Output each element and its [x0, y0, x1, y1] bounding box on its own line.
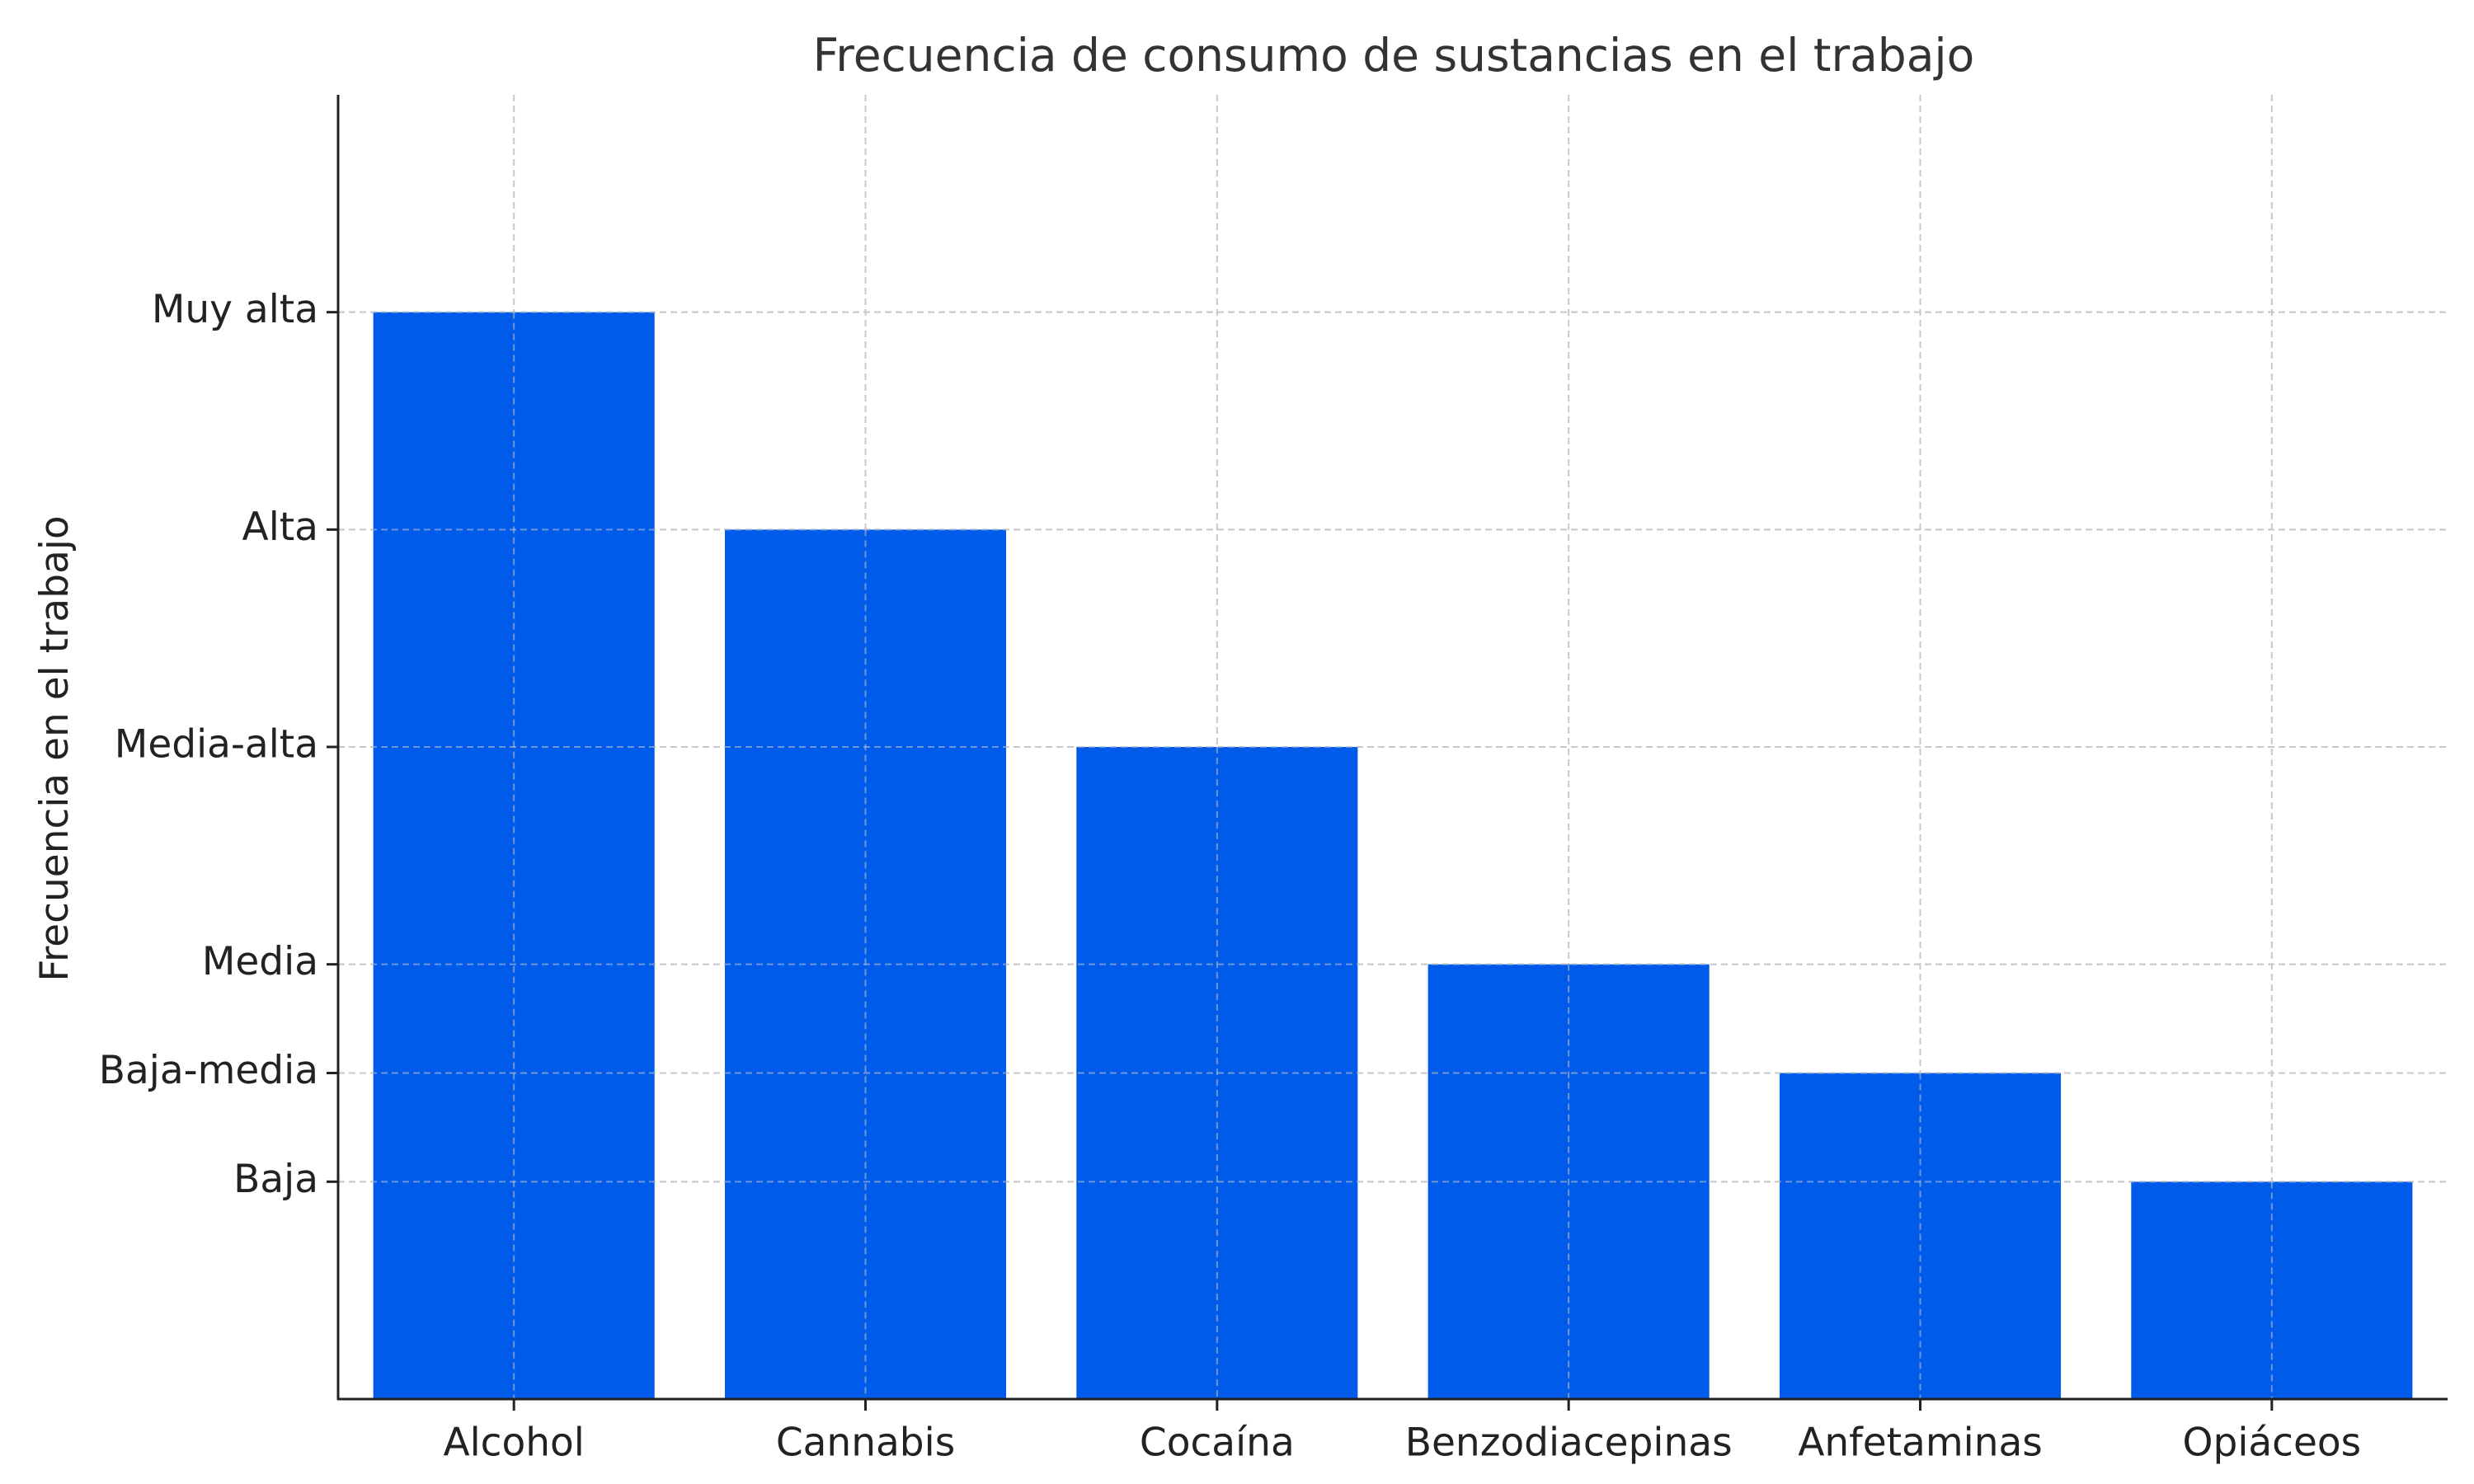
x-tick-label: Cocaína: [1140, 1421, 1295, 1466]
bars-layer: [373, 312, 2413, 1400]
x-tick-label: Anfetaminas: [1798, 1421, 2043, 1466]
y-tick-label: Media: [202, 939, 318, 984]
y-axis-label: Frecuencia en el trabajo: [32, 515, 78, 981]
x-tick-label: Cannabis: [776, 1421, 955, 1466]
y-tick-label: Muy alta: [152, 287, 318, 332]
y-tick-label: Baja: [233, 1157, 318, 1202]
axes-layer: [327, 95, 2448, 1411]
chart-title: Frecuencia de consumo de sustancias en e…: [813, 29, 1975, 82]
labels-layer: Frecuencia de consumo de sustancias en e…: [32, 29, 2361, 1466]
x-tick-label: Benzodiacepinas: [1405, 1421, 1733, 1466]
x-tick-label: Alcohol: [443, 1421, 584, 1466]
y-tick-label: Alta: [242, 505, 318, 550]
x-tick-label: Opiáceos: [2182, 1421, 2361, 1466]
y-tick-label: Media-alta: [115, 722, 318, 768]
y-tick-label: Baja-media: [99, 1048, 318, 1093]
